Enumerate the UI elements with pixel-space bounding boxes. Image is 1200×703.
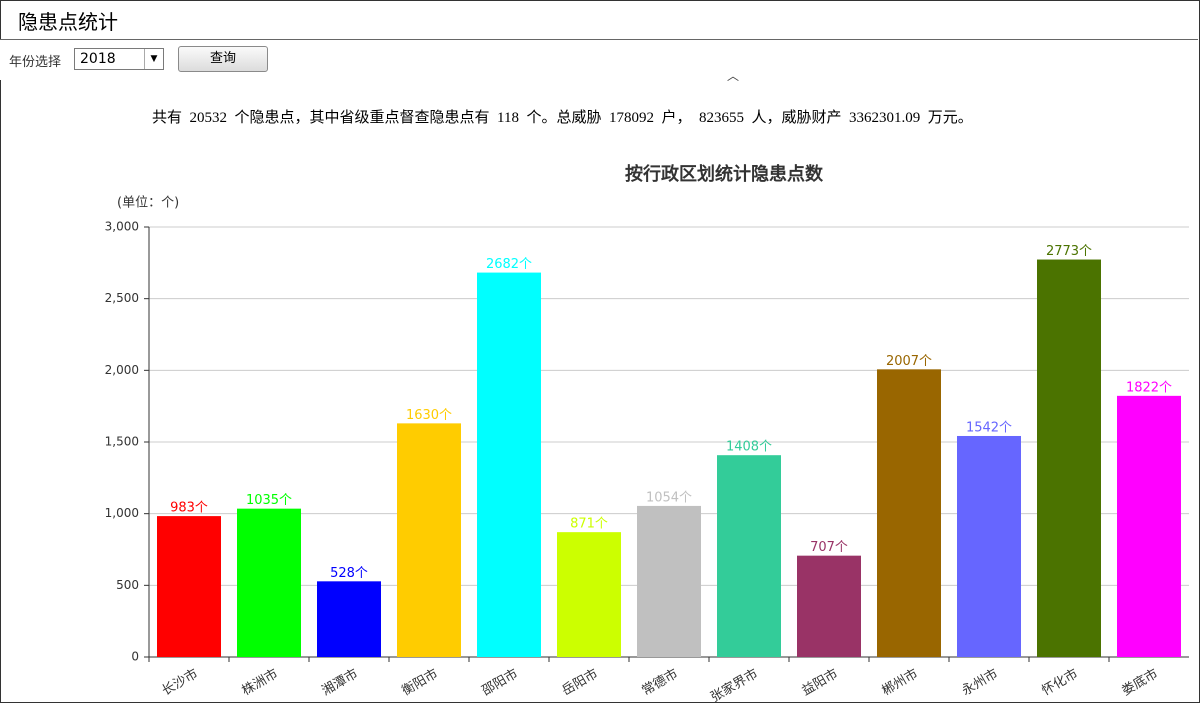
bar [397,423,461,657]
x-tick-label: 张家界市 [708,666,761,702]
bar [717,455,781,657]
bar [237,508,301,657]
x-tick-label: 湘潭市 [319,666,361,699]
value-label: 1822个 [1126,380,1172,395]
value-label: 707个 [810,540,848,555]
value-label: 1408个 [726,440,772,455]
header: 隐患点统计 [0,0,1198,40]
year-select[interactable]: 2018 ▼ [74,48,164,70]
x-tick-label: 长沙市 [159,666,201,699]
x-tick-label: 娄底市 [1119,666,1161,699]
bar [637,505,701,657]
value-label: 1035个 [246,493,292,508]
bar [157,516,221,657]
x-tick-label: 岳阳市 [559,666,601,699]
x-tick-label: 益阳市 [799,666,841,699]
x-tick-label: 怀化市 [1039,666,1081,699]
x-tick-label: 株洲市 [239,666,281,699]
x-tick-label: 衡阳市 [399,666,441,699]
y-tick-label: 500 [116,578,139,592]
bar [877,369,941,657]
bar [477,272,541,657]
y-tick-label: 1,500 [105,435,139,449]
x-tick-label: 永州市 [959,666,1001,699]
x-tick-label: 郴州市 [879,666,921,699]
controls: 年份选择 2018 ▼ 查询 [0,40,1198,80]
collapse-caret[interactable]: ︿ [727,69,740,83]
value-label: 2682个 [486,257,532,272]
dropdown-arrow[interactable]: ▼ [144,49,163,69]
y-axis-unit: (单位：个) [117,196,179,211]
page-title: 隐患点统计 [18,10,118,34]
x-tick-label: 邵阳市 [479,666,521,699]
value-label: 2007个 [886,354,932,369]
chart: 按行政区划统计隐患点数 (单位：个) 0 500 1,000 1,500 2,000 2,… [105,163,1189,702]
year-label: 年份选择 [9,55,62,70]
bar [957,435,1021,657]
year-value: 2018 [80,51,116,67]
y-tick-label: 2,000 [105,363,139,377]
value-label: 2773个 [1046,244,1092,259]
value-label: 1630个 [406,408,452,423]
value-label: 871个 [570,517,608,532]
y-tick-label: 2,500 [105,291,139,305]
y-tick-label: 0 [131,650,139,664]
value-label: 528个 [330,566,368,581]
y-tick-label: 3,000 [105,220,139,234]
summary: 共有 20532 个隐患点，其中省级重点督查隐患点有 118 个。总威胁 178… [152,110,973,126]
value-label: 1054个 [646,490,692,505]
x-tick-label: 常德市 [639,666,681,699]
value-label: 1542个 [966,420,1012,435]
bar [1117,395,1181,657]
bar [317,581,381,657]
y-tick-label: 1,000 [105,506,139,520]
chart-title: 按行政区划统计隐患点数 [625,163,824,185]
value-label: 983个 [170,501,208,516]
bar [557,532,621,657]
bar [797,555,861,657]
bar [1037,259,1101,657]
query-button[interactable]: 查询 [178,46,268,72]
